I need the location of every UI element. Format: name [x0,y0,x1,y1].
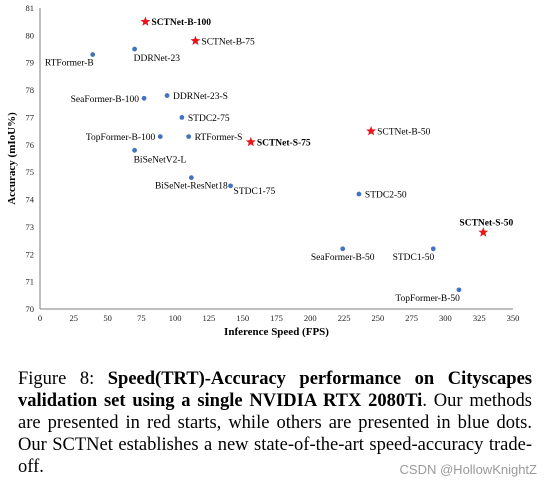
x-tick-label: 300 [439,313,452,323]
x-tick-label: 100 [169,313,182,323]
y-tick-label: 70 [26,304,35,314]
point-label: RTFormer-B [45,59,94,69]
x-tick-label: 175 [270,313,283,323]
blue-dot-marker [132,46,138,52]
blue-dot-marker [90,52,96,57]
point-label: DDRNet-23-S [173,92,228,102]
watermark: CSDN @HollowKnightZ [399,462,537,477]
x-tick-label: 150 [236,313,249,323]
blue-dot-marker [228,183,233,189]
x-tick-label: 75 [137,313,146,323]
point-label: SCTNet-B-100 [151,18,211,28]
red-star-marker [366,125,377,136]
point-label: STDC1-75 [234,187,276,197]
y-tick-labels: 70 71 72 73 74 75 76 77 78 79 80 81 [26,3,35,314]
point-label: DDRNet-23 [134,54,181,64]
y-tick-label: 76 [26,140,35,150]
point-label: SeaFormer-B-100 [71,95,140,105]
blue-dot-marker [157,134,163,140]
x-tick-label: 225 [338,313,351,323]
blue-dot-marker [179,115,185,120]
blue-dot-marker [186,134,192,140]
red-star-marker [245,136,256,147]
y-tick-label: 81 [26,3,35,13]
y-tick-label: 80 [26,30,35,40]
point-label: SCTNet-S-50 [459,218,513,228]
y-tick-label: 75 [26,167,35,177]
x-tick-label: 275 [405,313,418,323]
data-points [90,16,489,293]
x-tick-label: 0 [38,313,42,323]
y-tick-label: 71 [26,277,35,287]
point-label: STDC2-50 [365,191,407,201]
x-axis-title: Inference Speed (FPS) [224,326,329,338]
point-label: BiSeNet-ResNet18 [155,182,228,192]
point-label: SCTNet-S-75 [257,139,311,149]
blue-dot-marker [164,93,170,98]
scatter-chart: 0 25 50 75 100 125 150 175 200 225 250 275 300 325 350… [6,3,520,338]
y-tick-label: 74 [26,195,35,205]
x-tick-label: 125 [203,313,216,323]
blue-dot-marker [456,287,462,293]
y-tick-label: 77 [26,112,35,122]
figure-caption: Figure 8: Speed(TRT)-Accuracy performanc… [18,368,532,478]
point-label: STDC2-75 [188,114,230,124]
x-tick-label: 25 [70,313,79,323]
y-axis-title: Accuracy (mIoU%) [6,112,18,205]
point-label: SCTNet-B-75 [201,37,255,47]
y-tick-label: 79 [26,58,35,68]
x-tick-labels: 0 25 50 75 100 125 150 175 200 225 250 275 300 325 350 [38,313,520,323]
y-tick-label: 78 [26,85,35,95]
point-label: SeaFormer-B-50 [311,253,375,263]
blue-dot-marker [340,246,346,252]
caption-title: Speed(TRT)-Accuracy performance on Citys… [18,369,532,411]
point-label: TopFormer-B-100 [86,133,156,143]
x-tick-label: 200 [304,313,317,323]
y-tick-label: 72 [26,249,35,259]
chart-axes [39,8,513,310]
point-labels: SCTNet-B-100 SCTNet-B-75 SCTNet-B-50 SCTNet… [45,18,514,304]
point-label: SCTNet-B-50 [377,128,431,138]
red-star-marker [140,16,151,26]
y-tick-label: 73 [26,222,35,232]
blue-dot-marker [132,147,138,153]
blue-dot-marker [356,191,362,197]
point-label: TopFormer-B-50 [395,294,460,304]
blue-dot-marker [188,175,194,181]
x-tick-label: 350 [507,313,520,323]
x-tick-label: 50 [103,313,112,323]
red-star-marker [478,227,489,237]
point-label: BiSeNetV2-L [134,155,187,165]
x-tick-label: 325 [473,313,486,323]
x-tick-label: 250 [371,313,384,323]
caption-body: . Our methods are presented in red start… [18,391,533,477]
caption-prefix: Figure 8: [18,369,108,389]
red-star-marker [190,35,201,46]
blue-dot-marker [430,246,436,252]
blue-dot-marker [141,95,147,101]
point-label: RTFormer-S [195,133,243,143]
point-label: STDC1-50 [393,253,435,263]
